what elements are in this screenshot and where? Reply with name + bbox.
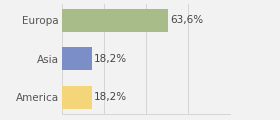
Text: 63,6%: 63,6% xyxy=(170,15,203,25)
Bar xyxy=(62,47,92,70)
Bar xyxy=(62,86,92,109)
Text: 18,2%: 18,2% xyxy=(94,54,127,64)
Text: 18,2%: 18,2% xyxy=(94,92,127,102)
Bar xyxy=(62,9,169,32)
